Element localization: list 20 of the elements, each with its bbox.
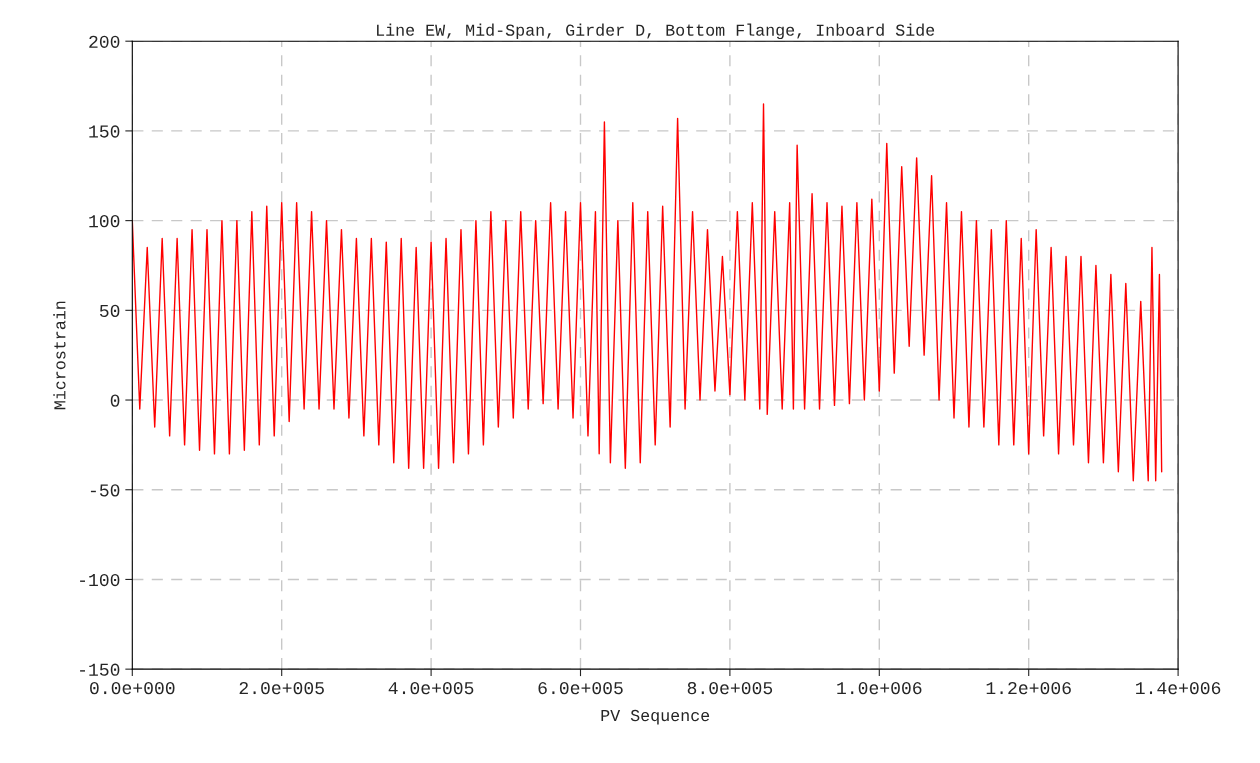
x-axis-title: PV Sequence — [601, 709, 710, 725]
y-tick-label: 100 — [89, 215, 120, 228]
x-tick-label: 8.0e+005 — [687, 681, 773, 695]
line-series — [132, 103, 1163, 482]
y-tick-label: 50 — [99, 304, 120, 318]
y-axis-title: Microstrain — [53, 301, 66, 410]
x-tick-label: 1.0e+006 — [837, 681, 922, 695]
y-tick-label: -50 — [90, 484, 120, 497]
x-tick-label: 4.0e+005 — [388, 681, 474, 695]
y-tick-label: 200 — [89, 35, 120, 48]
y-tick-label: -100 — [80, 573, 120, 587]
y-tick-label: -150 — [80, 663, 120, 676]
x-tick-label: 6.0e+005 — [538, 681, 623, 695]
y-tick-label: 0 — [110, 394, 120, 407]
chart-title: Line EW, Mid-Span, Girder D, Bottom Flange, Inboard Side — [377, 23, 935, 40]
x-tick-label: 2.0e+005 — [239, 681, 324, 695]
x-tick-label: 1.2e+006 — [986, 681, 1071, 695]
x-tick-label: 0.0e+000 — [90, 681, 175, 695]
x-tick-label: 1.4e+006 — [1136, 681, 1221, 695]
y-tick-label: 150 — [89, 125, 120, 138]
